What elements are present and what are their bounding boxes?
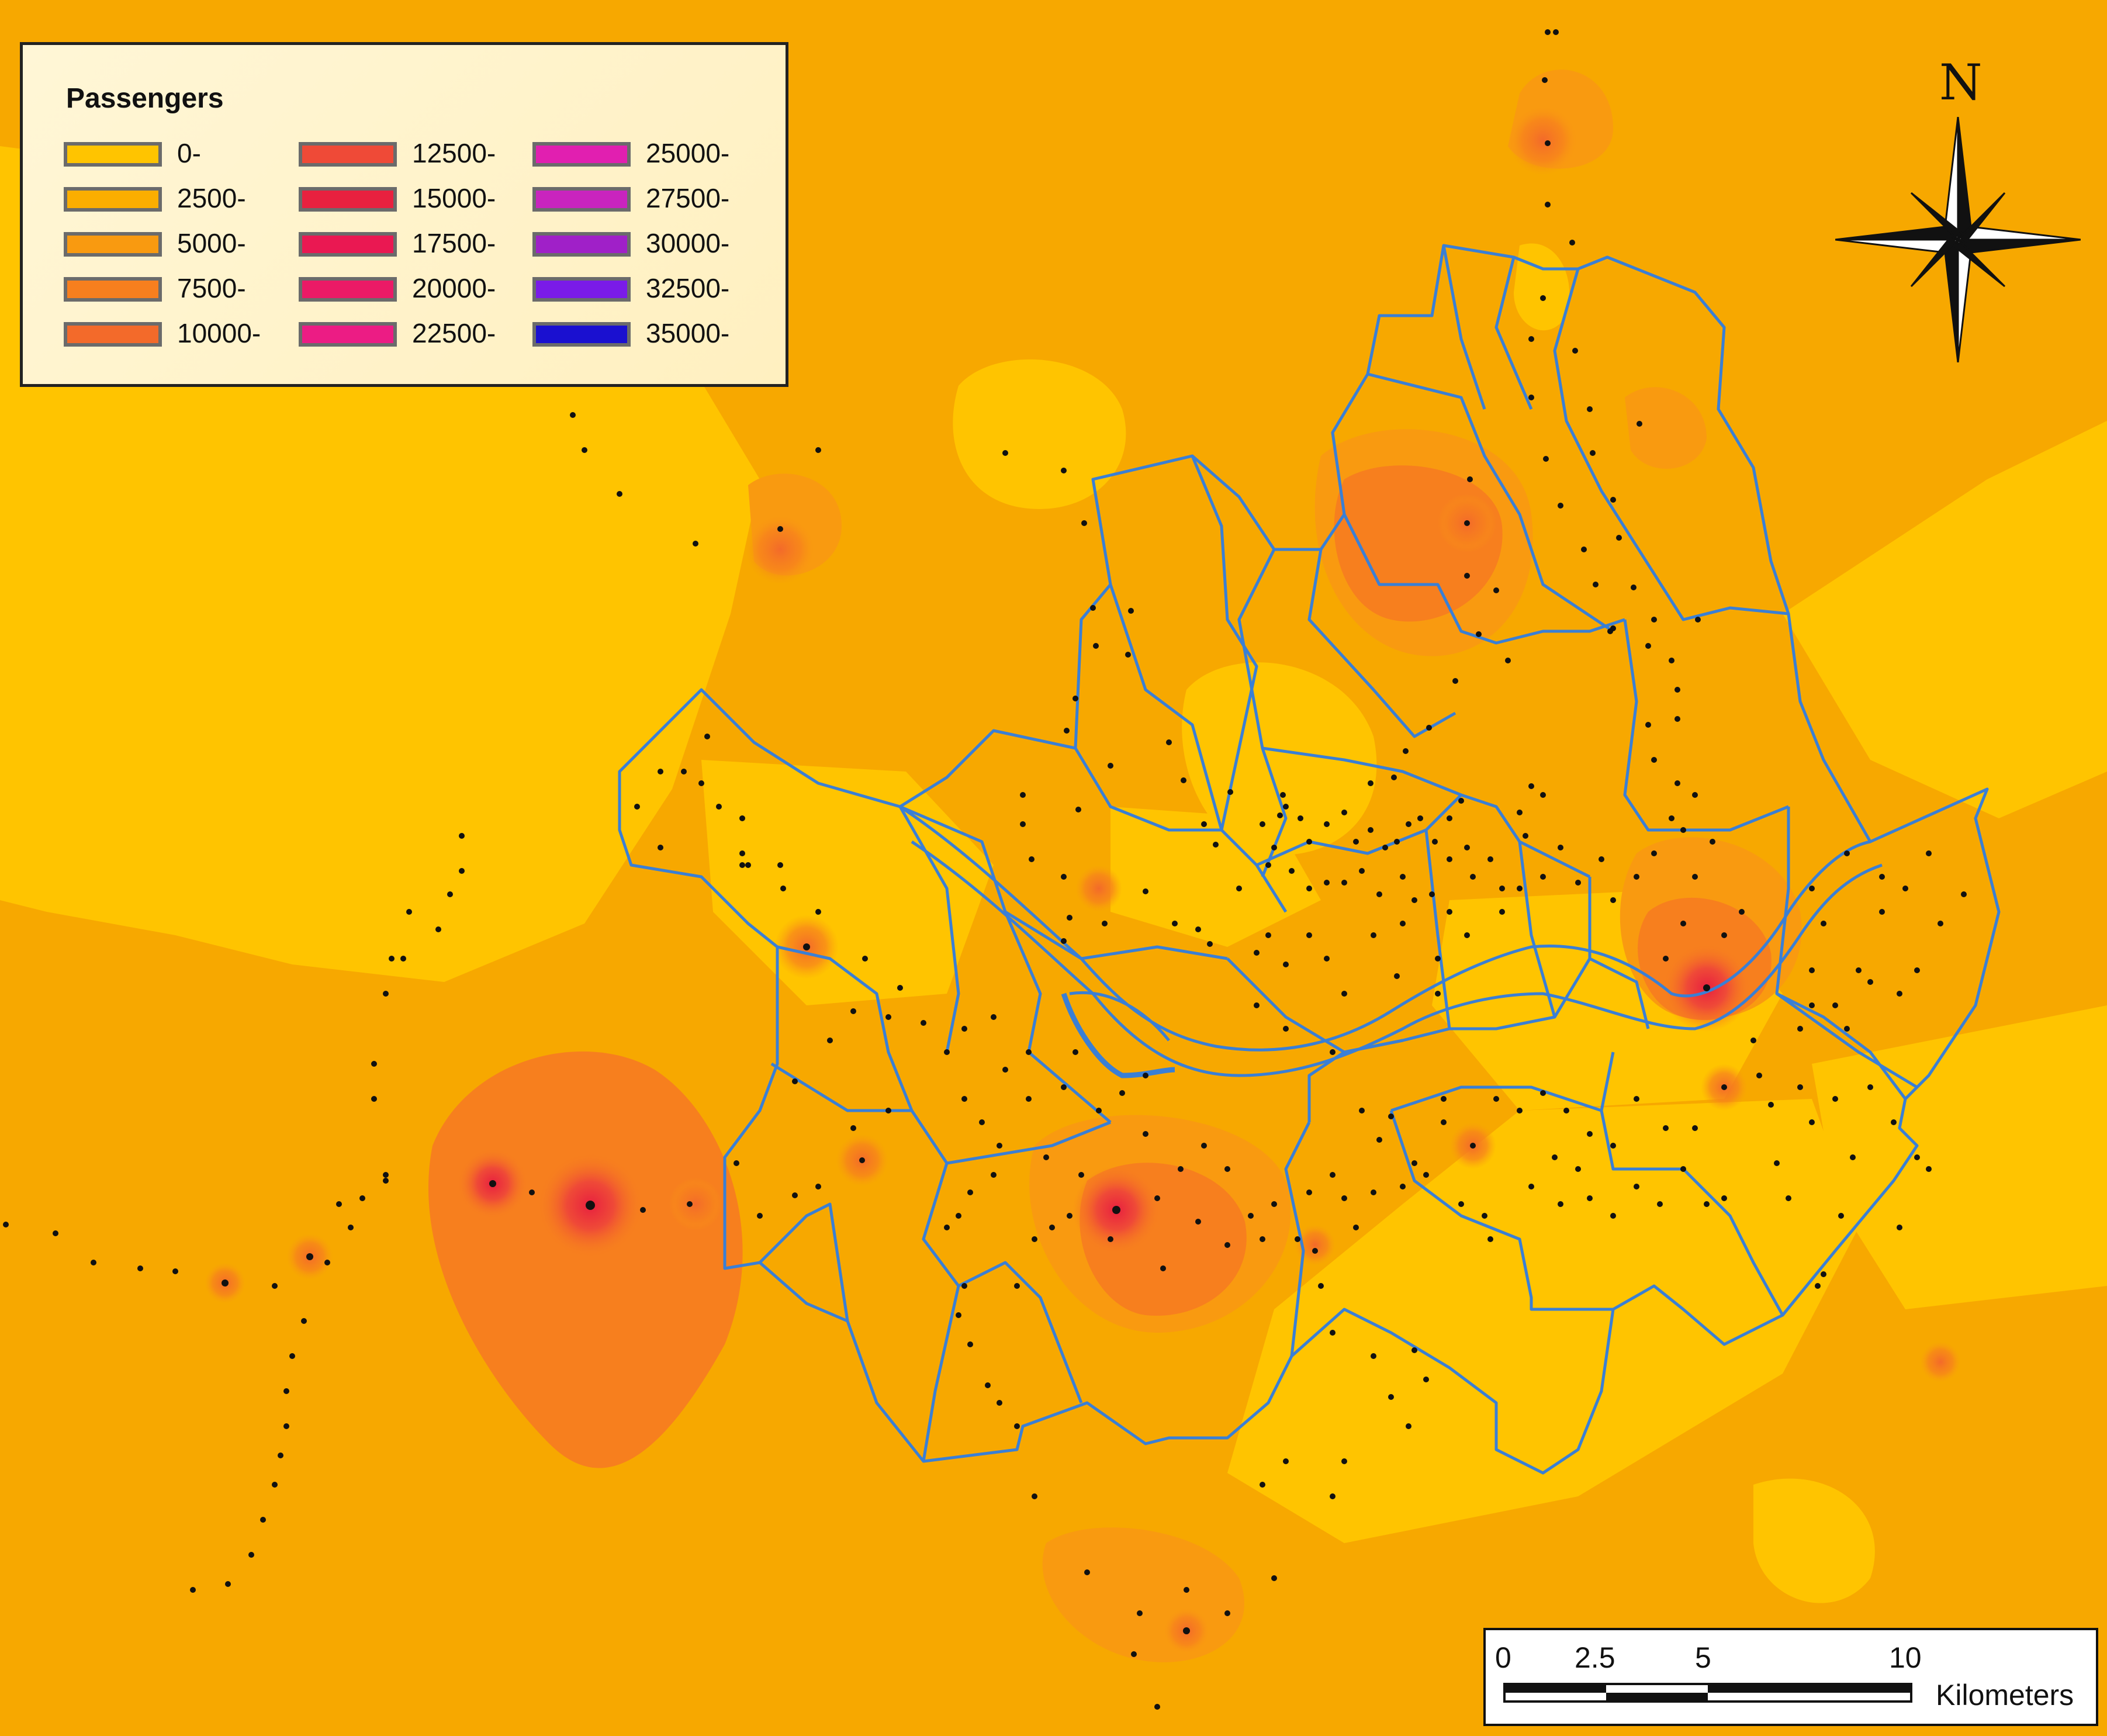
station-dots [3,29,1967,1710]
legend-label: 35000- [646,318,730,348]
legend-swatch [299,232,397,257]
legend-label: 5000- [177,228,246,258]
legend-label: 0- [177,138,201,168]
han-river [899,805,1883,1078]
legend-label: 32500- [646,273,730,303]
north-label: N [1939,54,1983,111]
zone-light [0,146,2107,1603]
district-boundaries [618,244,2001,1475]
scale-tick-2-5: 2.5 [1575,1641,1615,1674]
legend-label: 17500- [412,228,496,258]
scale-tick-0: 0 [1495,1641,1511,1674]
legend-title: Passengers [66,83,224,114]
legend-swatch [299,142,397,167]
scale-tick-5: 5 [1695,1641,1711,1674]
legend-swatch [532,277,631,302]
legend-swatch [299,322,397,347]
legend-swatch [299,277,397,302]
legend-label: 25000- [646,138,730,168]
legend-swatch [532,142,631,167]
legend: Passengers 0- 2500- 5000- 7500- 10000- 12500-… [20,42,788,387]
legend-swatch [532,187,631,212]
legend-swatch [532,322,631,347]
legend-label: 2500- [177,183,246,213]
scale-tick-10: 10 [1889,1641,1922,1674]
legend-label: 15000- [412,183,496,213]
legend-label: 30000- [646,228,730,258]
legend-swatch [64,232,162,257]
legend-label: 7500- [177,273,246,303]
legend-swatch [532,232,631,257]
scale-bar-graphic [1503,1683,1912,1703]
legend-label: 12500- [412,138,496,168]
legend-label: 20000- [412,273,496,303]
legend-label: 22500- [412,318,496,348]
legend-label: 27500- [646,183,730,213]
legend-swatch [64,187,162,212]
city-outline [618,244,2001,1475]
legend-swatch [299,187,397,212]
legend-swatch [64,277,162,302]
compass-rose-icon [1835,117,2081,362]
legend-swatch [64,142,162,167]
legend-swatch [64,322,162,347]
scale-units: Kilometers [1936,1679,2074,1711]
scale-bar: 0 2.5 5 10 Kilometers [1483,1628,2098,1726]
legend-label: 10000- [177,318,261,348]
